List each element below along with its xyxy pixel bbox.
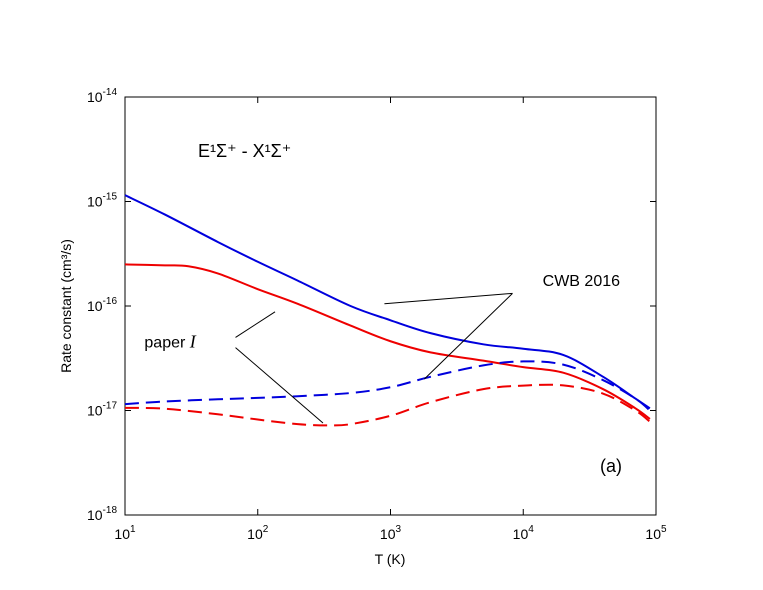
annotation-label: CWB 2016 bbox=[543, 273, 620, 290]
x-tick-exponent: 2 bbox=[263, 524, 269, 535]
y-tick-label: 10-14 bbox=[87, 87, 117, 105]
x-tick-label: 105 bbox=[645, 524, 667, 542]
x-tick-base: 10 bbox=[114, 526, 130, 542]
annotation-layer: CWB 2016 paper I bbox=[144, 273, 620, 424]
annotation-pointer-line bbox=[235, 311, 276, 338]
x-tick-base: 10 bbox=[513, 526, 529, 542]
y-tick-base: 10 bbox=[87, 89, 103, 105]
x-tick-exponent: 4 bbox=[528, 524, 534, 535]
series-layer bbox=[124, 194, 651, 427]
transition-label: E¹Σ⁺ - X¹Σ⁺ bbox=[198, 141, 291, 161]
series-line-2-solid bbox=[124, 263, 651, 420]
annotation-pointer-line bbox=[384, 292, 513, 305]
y-tick-exponent: -16 bbox=[103, 296, 118, 307]
annotation-italic-text: I bbox=[189, 332, 197, 352]
annotation-label: paper I bbox=[144, 332, 196, 352]
x-tick-label: 102 bbox=[247, 524, 269, 542]
x-tick-label: 101 bbox=[114, 524, 136, 542]
x-tick-exponent: 3 bbox=[396, 524, 402, 535]
annotation-pointer-line bbox=[424, 293, 513, 380]
x-tick-label: 103 bbox=[380, 524, 402, 542]
x-tick-label: 104 bbox=[513, 524, 535, 542]
y-tick-label: 10-17 bbox=[87, 401, 117, 419]
x-axis-label: T (K) bbox=[375, 551, 406, 567]
y-tick-label: 10-15 bbox=[87, 192, 117, 210]
series-line-3-dashed bbox=[124, 360, 651, 412]
y-tick-label: 10-16 bbox=[87, 296, 117, 314]
tick-marks bbox=[124, 96, 657, 516]
x-tick-base: 10 bbox=[380, 526, 396, 542]
y-tick-base: 10 bbox=[87, 403, 103, 419]
y-tick-base: 10 bbox=[87, 507, 103, 523]
annotation-text: CWB 2016 bbox=[543, 273, 620, 290]
y-tick-base: 10 bbox=[87, 298, 103, 314]
y-tick-exponent: -17 bbox=[103, 401, 118, 412]
y-tick-label: 10-18 bbox=[87, 505, 117, 523]
annotation-pointer-line bbox=[235, 347, 324, 424]
y-tick-exponent: -18 bbox=[103, 505, 118, 516]
y-tick-base: 10 bbox=[87, 194, 103, 210]
x-tick-exponent: 1 bbox=[130, 524, 136, 535]
y-axis-label: Rate constant (cm³/s) bbox=[58, 239, 74, 373]
x-tick-base: 10 bbox=[645, 526, 661, 542]
series-line-4-dashed bbox=[124, 383, 651, 427]
panel-label: (a) bbox=[600, 456, 622, 476]
annotation-text: paper bbox=[144, 335, 189, 352]
series-line-1-solid bbox=[124, 194, 651, 410]
x-tick-exponent: 5 bbox=[661, 524, 667, 535]
x-tick-base: 10 bbox=[247, 526, 263, 542]
y-tick-exponent: -14 bbox=[103, 87, 118, 98]
y-tick-exponent: -15 bbox=[103, 192, 118, 203]
